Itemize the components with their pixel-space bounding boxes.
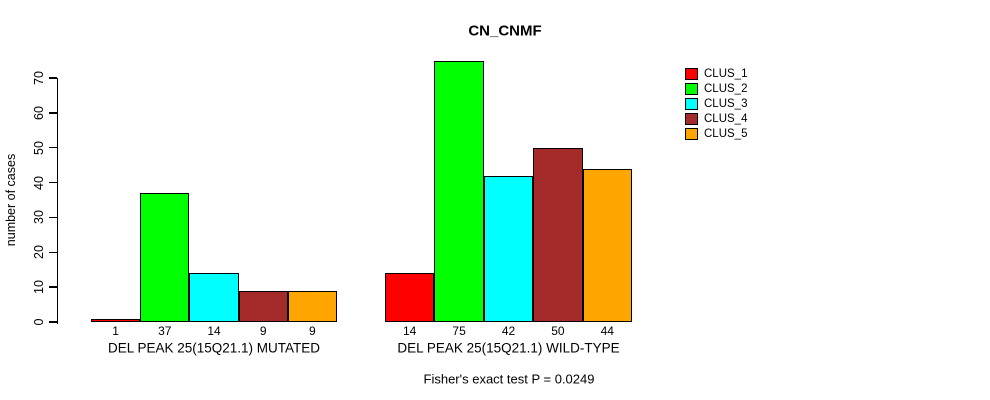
bar-value-label: 75 — [452, 324, 466, 338]
legend-item-clus_2: CLUS_2 — [685, 81, 747, 96]
y-axis-tick-label-text: 40 — [32, 175, 46, 190]
legend-swatch-clus_1 — [685, 67, 698, 80]
y-axis-tick-label-text: 60 — [32, 105, 46, 120]
y-axis-tick — [49, 77, 57, 79]
y-axis-tick-label-text: 20 — [32, 245, 46, 260]
bar-clus_4-group2 — [533, 147, 583, 322]
legend-item-clus_1: CLUS_1 — [685, 66, 747, 81]
legend-item-clus_4: CLUS_4 — [685, 111, 747, 126]
legend-swatch-clus_5 — [685, 127, 698, 140]
bar-value-label: 44 — [600, 324, 614, 338]
legend-label: CLUS_1 — [704, 67, 748, 80]
bar-value-label: 50 — [551, 324, 565, 338]
fisher-test-annotation: Fisher's exact test P = 0.0249 — [423, 371, 595, 387]
bar-value-label: 9 — [309, 324, 316, 338]
y-axis-title: number of cases — [4, 153, 18, 247]
y-axis-tick — [49, 286, 57, 288]
y-axis-tick — [49, 181, 57, 184]
category-label: DEL PEAK 25(15Q21.1) WILD-TYPE — [397, 340, 620, 356]
legend-item-clus_3: CLUS_3 — [685, 96, 747, 111]
bar-clus_5-group1 — [287, 290, 337, 322]
y-axis-line — [56, 78, 58, 324]
legend-swatch-clus_3 — [685, 97, 698, 110]
y-axis-tick-label-text: 10 — [32, 280, 46, 295]
bar-clus_4-group1 — [238, 290, 288, 322]
bar-value-label: 14 — [403, 324, 417, 338]
bar-clus_3-group1 — [189, 273, 239, 322]
y-axis-tick — [49, 216, 57, 219]
legend-swatch-clus_4 — [685, 112, 698, 125]
y-axis-tick — [49, 146, 57, 149]
bar-clus_1-group2 — [385, 273, 435, 322]
bar-value-label: 1 — [112, 324, 119, 338]
legend: CLUS_1 CLUS_2 CLUS_3 CLUS_4 CLUS_5 — [685, 66, 747, 141]
bar-clus_5-group2 — [582, 168, 632, 322]
y-axis-tick-label-text: 50 — [32, 140, 46, 155]
y-axis-tick-label-text: 0 — [32, 318, 46, 326]
bar-value-label: 14 — [207, 324, 221, 338]
bar-value-label: 9 — [259, 324, 267, 338]
legend-swatch-clus_2 — [685, 82, 698, 95]
bar-clus_1-group1 — [91, 318, 141, 322]
legend-item-clus_5: CLUS_5 — [685, 126, 747, 141]
y-axis-tick — [49, 321, 57, 323]
bar-clus_3-group2 — [483, 175, 534, 322]
legend-label: CLUS_3 — [704, 97, 748, 110]
y-axis-tick — [49, 112, 57, 114]
y-axis-tick — [49, 251, 57, 254]
bar-clus_2-group2 — [434, 60, 484, 322]
bar-value-label: 37 — [158, 324, 172, 338]
chart-title: CN_CNMF — [468, 22, 542, 40]
y-axis-tick-label-text: 70 — [32, 71, 46, 85]
legend-label: CLUS_2 — [704, 82, 748, 95]
legend-label: CLUS_5 — [704, 127, 748, 140]
legend-label: CLUS_4 — [704, 112, 748, 125]
category-label: DEL PEAK 25(15Q21.1) MUTATED — [107, 340, 321, 356]
y-axis-tick-label-text: 30 — [32, 210, 46, 225]
bar-clus_2-group1 — [140, 193, 190, 322]
bar-value-label: 42 — [501, 324, 516, 338]
